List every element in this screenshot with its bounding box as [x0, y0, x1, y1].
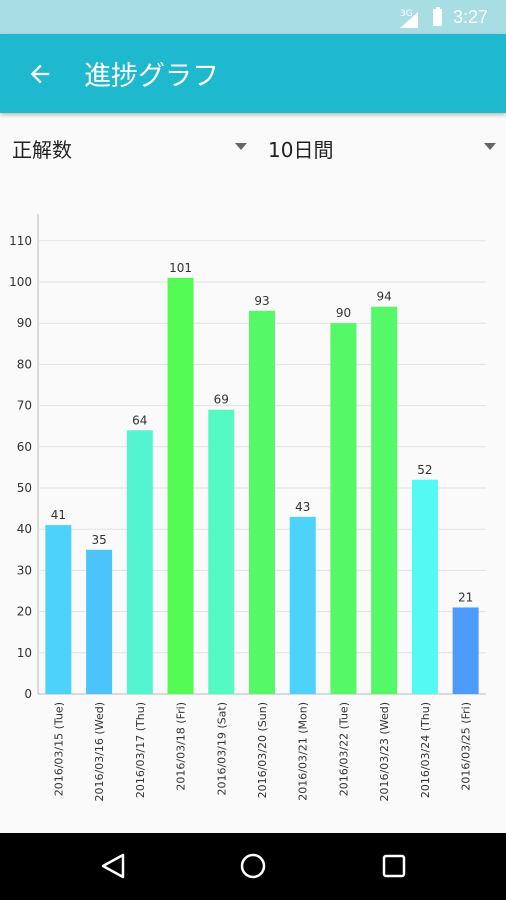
y-tick-label: 90: [17, 316, 32, 330]
bar[interactable]: [208, 409, 235, 694]
bar-value-label: 101: [169, 261, 192, 275]
x-tick-label: 2016/03/21 (Mon): [297, 702, 310, 801]
status-time: 3:27: [453, 7, 489, 27]
y-tick-label: 10: [17, 646, 32, 660]
nav-home-icon[interactable]: [240, 853, 266, 879]
dropdown-arrow-icon: [484, 143, 496, 150]
bar[interactable]: [249, 310, 275, 694]
app-bar: 進捗グラフ: [0, 34, 506, 113]
y-tick-label: 50: [17, 481, 32, 495]
bar-value-label: 35: [91, 533, 106, 547]
period-dropdown[interactable]: 10日間: [268, 130, 498, 166]
progress-bar-chart: 0 10 20 30 40 50 60 70 80 90 100 110 41 2016/03/15 (T…: [9, 214, 486, 801]
y-tick-label: 110: [9, 234, 32, 248]
bar-value-label: 21: [458, 590, 473, 604]
signal-icon: [400, 12, 418, 28]
bar[interactable]: [86, 549, 113, 694]
bar[interactable]: [45, 525, 72, 694]
metric-dropdown[interactable]: 正解数: [12, 130, 252, 166]
bar[interactable]: [371, 306, 398, 694]
y-tick-label: 100: [9, 275, 32, 289]
x-tick-label: 2016/03/19 (Sat): [215, 702, 228, 796]
x-tick-label: 2016/03/15 (Tue): [52, 702, 65, 796]
x-tick-label: 2016/03/18 (Fri): [175, 702, 188, 791]
y-tick-label: 80: [17, 357, 32, 371]
dropdown-arrow-icon: [235, 143, 247, 150]
arrow-left-icon[interactable]: [26, 60, 54, 88]
navigation-bar: [0, 833, 506, 900]
status-bar: 3G 3:27: [0, 0, 506, 34]
x-tick-label: 2016/03/24 (Thu): [419, 702, 432, 798]
bar-value-label: 94: [377, 290, 392, 304]
y-tick-label: 20: [17, 605, 32, 619]
x-tick-label: 2016/03/17 (Thu): [134, 702, 147, 798]
y-tick-label: 30: [17, 563, 32, 577]
period-dropdown-value: 10日間: [268, 138, 334, 162]
network-type: 3G: [400, 9, 413, 19]
nav-back-icon[interactable]: [90, 843, 136, 889]
x-tick-label: 2016/03/25 (Fri): [460, 702, 473, 791]
bar-value-label: 52: [417, 463, 432, 477]
y-tick-label: 40: [17, 522, 32, 536]
x-tick-label: 2016/03/20 (Sun): [256, 702, 269, 798]
page-title: 進捗グラフ: [84, 61, 219, 92]
x-tick-label: 2016/03/16 (Wed): [93, 702, 106, 801]
bar-value-label: 43: [295, 500, 310, 514]
bar[interactable]: [126, 430, 153, 694]
bar-value-label: 41: [51, 508, 66, 522]
bar[interactable]: [289, 516, 316, 694]
metric-dropdown-value: 正解数: [12, 138, 72, 162]
y-tick-label: 70: [17, 399, 32, 413]
battery-icon: [433, 7, 442, 26]
y-tick-label: 60: [17, 440, 32, 454]
nav-recents-icon[interactable]: [382, 854, 406, 878]
bar[interactable]: [330, 323, 357, 694]
x-tick-label: 2016/03/23 (Wed): [378, 702, 391, 801]
bar-value-label: 93: [254, 294, 269, 308]
bar-value-label: 64: [132, 413, 147, 427]
bar[interactable]: [452, 607, 479, 694]
bar-value-label: 69: [214, 393, 229, 407]
bar[interactable]: [411, 479, 438, 694]
y-tick-label: 0: [24, 687, 32, 701]
x-tick-label: 2016/03/22 (Tue): [337, 702, 350, 796]
bar[interactable]: [167, 277, 194, 694]
bar-value-label: 90: [336, 306, 351, 320]
